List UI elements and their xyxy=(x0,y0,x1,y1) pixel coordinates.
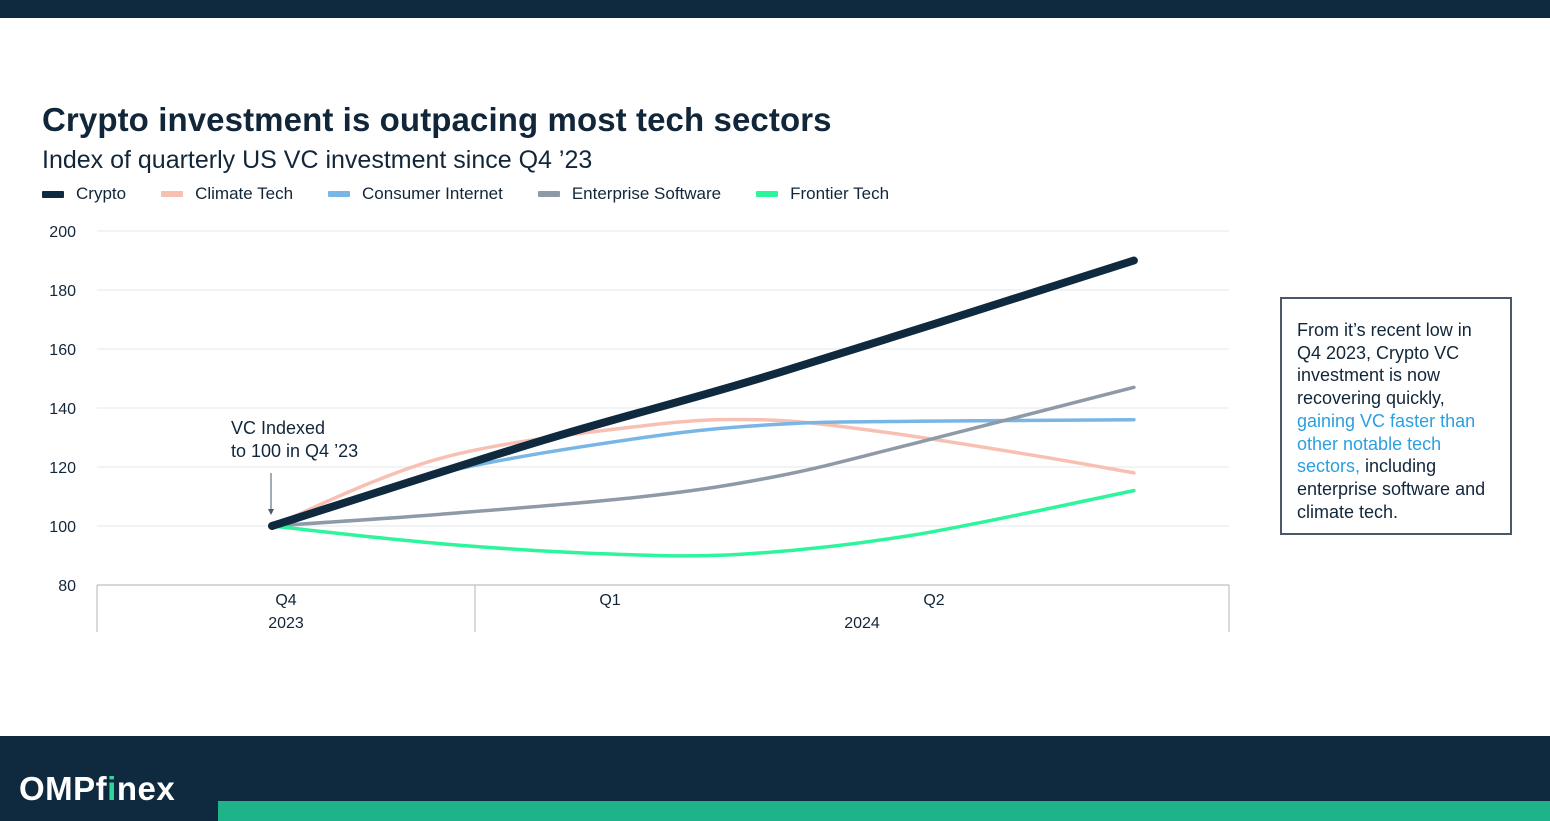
series-line-consumer-internet xyxy=(270,418,1136,528)
legend-label-climate-tech: Climate Tech xyxy=(195,184,294,203)
series-line-frontier-tech xyxy=(270,488,1136,558)
x-group-label-2024: 2024 xyxy=(844,615,880,632)
legend-swatch-enterprise-software xyxy=(537,191,560,197)
annotation-arrow-head xyxy=(268,509,274,515)
legend-swatch-consumer-internet xyxy=(328,191,351,197)
footer: OMPfinex xyxy=(0,736,1550,821)
legend-item-consumer-internet: Consumer Internet xyxy=(328,184,503,204)
y-tick-label-100: 100 xyxy=(49,519,76,536)
series-line-enterprise-software xyxy=(270,385,1136,528)
series-line-climate-tech xyxy=(270,417,1136,528)
x-tick-label-q2: Q2 xyxy=(923,592,944,609)
x-tick-label-q1: Q1 xyxy=(599,592,620,609)
y-tick-label-200: 200 xyxy=(49,224,76,241)
y-tick-label-80: 80 xyxy=(58,578,76,595)
footer-stripe xyxy=(218,801,1550,821)
legend-swatch-climate-tech xyxy=(161,191,184,197)
legend-label-enterprise-software: Enterprise Software xyxy=(571,184,722,203)
callout-text-1: From it’s recent low in Q4 2023, Crypto … xyxy=(1297,320,1472,409)
legend-item-climate-tech: Climate Tech xyxy=(161,184,293,204)
legend-label-crypto: Crypto xyxy=(76,184,127,203)
legend-swatch-crypto xyxy=(42,190,64,198)
brand-logo: OMPfinex xyxy=(19,770,176,807)
legend-label-consumer-internet: Consumer Internet xyxy=(362,184,503,203)
legend-label-frontier-tech: Frontier Tech xyxy=(790,184,890,203)
legend-swatch-frontier-tech xyxy=(756,191,779,197)
annotation-line-1: VC Indexed xyxy=(231,418,325,438)
legend-item-crypto: Crypto xyxy=(42,184,126,204)
y-tick-label-120: 120 xyxy=(49,460,76,477)
legend-item-enterprise-software: Enterprise Software xyxy=(537,184,722,204)
y-tick-label-160: 160 xyxy=(49,342,76,359)
callout-box: From it’s recent low in Q4 2023, Crypto … xyxy=(1280,297,1512,535)
chart-title: Crypto investment is outpacing most tech… xyxy=(42,101,832,138)
series-line-crypto xyxy=(268,256,1138,530)
legend: Crypto Climate Tech Consumer Internet Enter… xyxy=(42,183,924,205)
callout-text-2: including enterprise software and climat… xyxy=(1297,456,1486,522)
y-tick-label-180: 180 xyxy=(49,283,76,300)
x-group-label-2023: 2023 xyxy=(268,615,304,632)
callout-highlight: gaining VC faster than other notable tec… xyxy=(1297,410,1476,477)
chart-subtitle: Index of quarterly US VC investment sinc… xyxy=(42,146,593,174)
y-tick-label-140: 140 xyxy=(49,401,76,418)
annotation-line-2: to 100 in Q4 ’23 xyxy=(231,441,358,461)
line-chart: 80 100 120 140 160 180 200 Q4 Q1 Q2 2023 2024 VC Ind… xyxy=(49,224,1230,632)
top-bar xyxy=(0,0,1550,18)
legend-item-frontier-tech: Frontier Tech xyxy=(756,184,889,204)
x-tick-label-q4: Q4 xyxy=(275,592,296,609)
